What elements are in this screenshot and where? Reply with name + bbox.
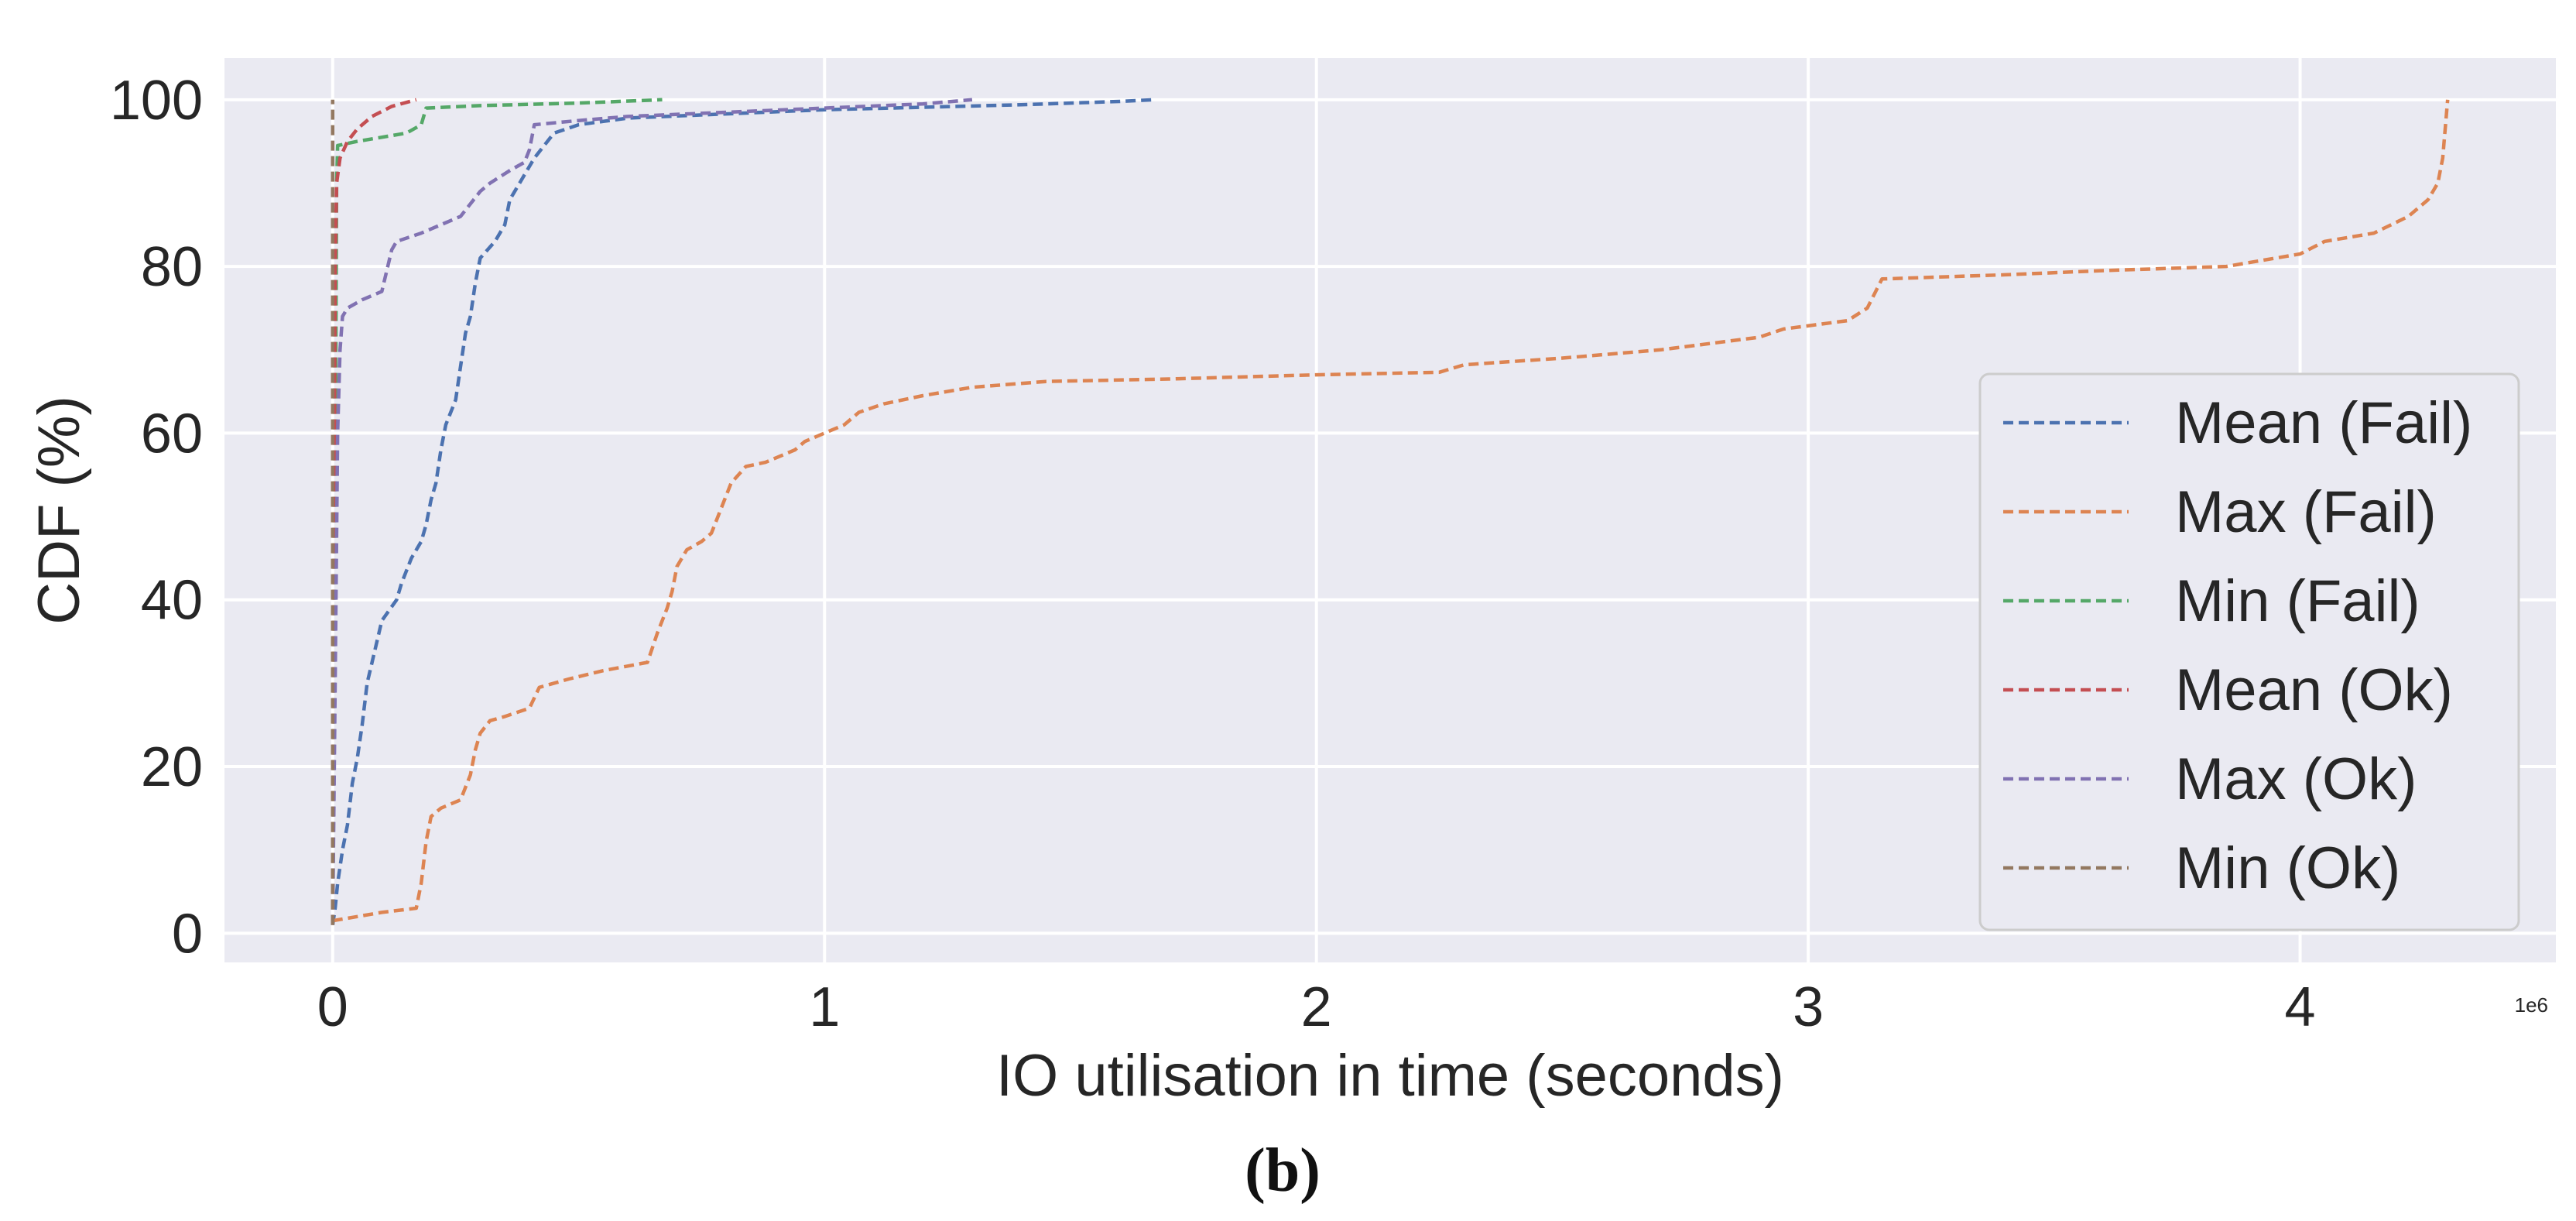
y-tick-label: 0	[172, 903, 203, 965]
x-tick-label: 2	[1301, 976, 1332, 1038]
series-line-mean-fail	[331, 98, 1155, 925]
x-axis-title: IO utilisation in time (seconds)	[996, 1043, 1784, 1109]
y-tick-label: 60	[141, 403, 203, 465]
legend: Mean (Fail) Max (Fail) Min (Fail) Mean (Ok)…	[1978, 372, 2520, 931]
legend-label-min-ok: Min (Ok)	[2175, 835, 2400, 901]
legend-label-max-fail: Max (Fail)	[2175, 479, 2437, 545]
y-tick-label: 80	[141, 236, 203, 298]
x-offset-label: 1e6	[2515, 993, 2548, 1017]
legend-label-mean-fail: Mean (Fail)	[2175, 390, 2472, 456]
x-tick-label: 4	[2285, 976, 2316, 1038]
x-tick-labels: 0 1 2 3 4	[317, 976, 2316, 1038]
x-tick-label: 1	[809, 976, 840, 1038]
legend-label-mean-ok: Mean (Ok)	[2175, 657, 2453, 723]
x-tick-label: 0	[317, 976, 348, 1038]
y-tick-labels: 0 20 40 60 80 100	[110, 70, 203, 965]
y-tick-label: 20	[141, 736, 203, 798]
series-line-max-fail	[332, 99, 2450, 923]
series-line-mean-ok	[331, 98, 417, 925]
legend-label-min-fail: Min (Fail)	[2175, 568, 2420, 634]
legend-label-max-ok: Max (Ok)	[2175, 746, 2417, 812]
y-tick-label: 40	[141, 570, 203, 632]
y-axis-title: CDF (%)	[26, 396, 92, 625]
legend-items: Mean (Fail) Max (Fail) Min (Fail) Mean (Ok)…	[2003, 390, 2472, 901]
series-line-max-ok	[331, 98, 973, 925]
x-tick-label: 3	[1793, 976, 1824, 1038]
figure-caption: (b)	[1245, 1137, 1321, 1205]
y-tick-label: 100	[110, 70, 203, 132]
series-group	[331, 98, 2450, 925]
